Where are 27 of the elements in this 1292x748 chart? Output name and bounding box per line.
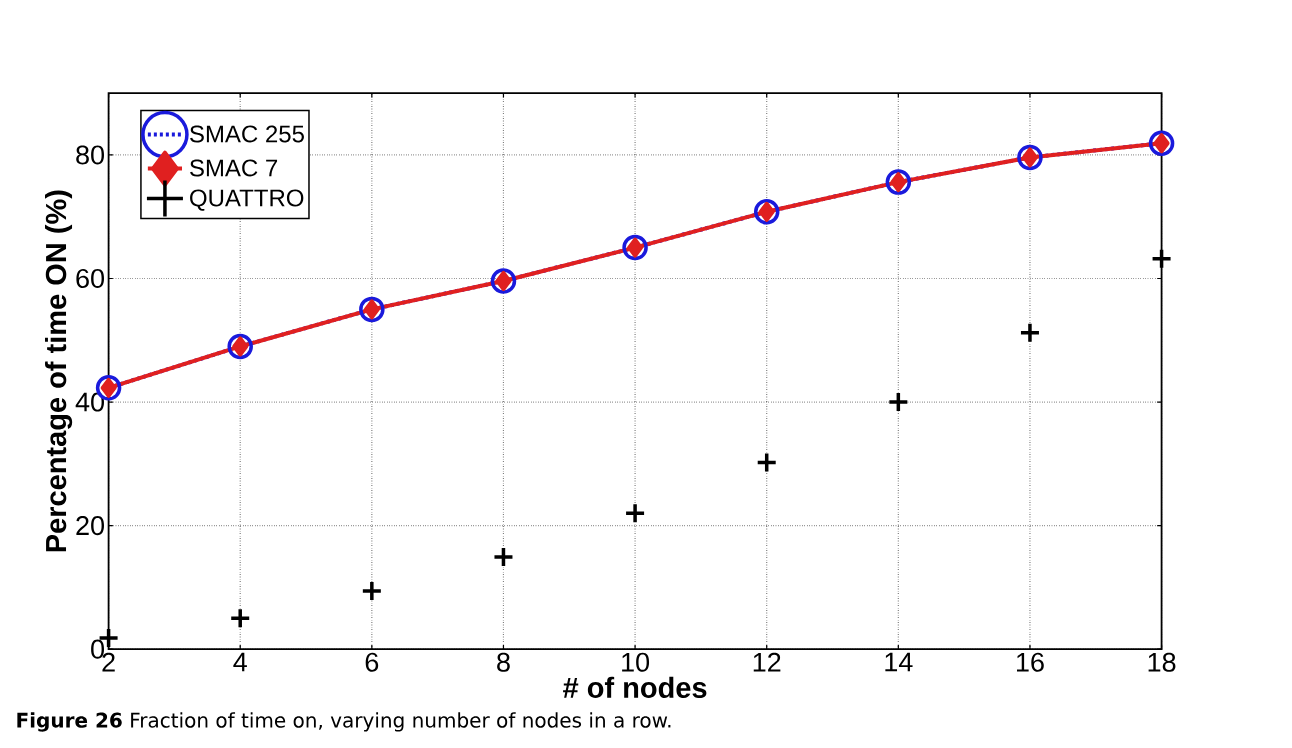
x-tick-label: 8	[497, 652, 510, 672]
point	[361, 580, 383, 602]
point	[1019, 322, 1041, 344]
y-tick-label: 0	[91, 639, 104, 659]
x-tick-label: 16	[1016, 652, 1044, 672]
x-tick-label: 10	[622, 652, 650, 672]
x-tick-label: 18	[1148, 652, 1176, 672]
legend-label: SMAC 7	[190, 159, 278, 177]
x-tick-label: 6	[365, 652, 379, 672]
legend-label: SMAC 255	[190, 125, 304, 143]
x-tick-label: 14	[885, 652, 913, 672]
x-tick-label: 12	[753, 652, 781, 672]
y-tick-label: 80	[76, 145, 104, 165]
x-axis-title: # of nodes	[563, 676, 707, 698]
text: Figure 26 Fraction of time on, varying number of nodes in a row.	[17, 712, 671, 732]
legend-label: QUATTRO	[190, 189, 304, 211]
point	[755, 451, 778, 474]
point	[887, 391, 910, 413]
y-axis-title: Percentage of time ON (%)	[45, 190, 73, 552]
x-tick-label: 4	[233, 652, 247, 672]
y-tick-label: 60	[76, 268, 104, 289]
x-tick-label: 2	[102, 652, 115, 672]
point	[229, 607, 251, 630]
y-tick-label: 20	[76, 516, 104, 536]
point	[492, 546, 515, 568]
point	[1150, 247, 1173, 270]
point	[624, 502, 646, 524]
